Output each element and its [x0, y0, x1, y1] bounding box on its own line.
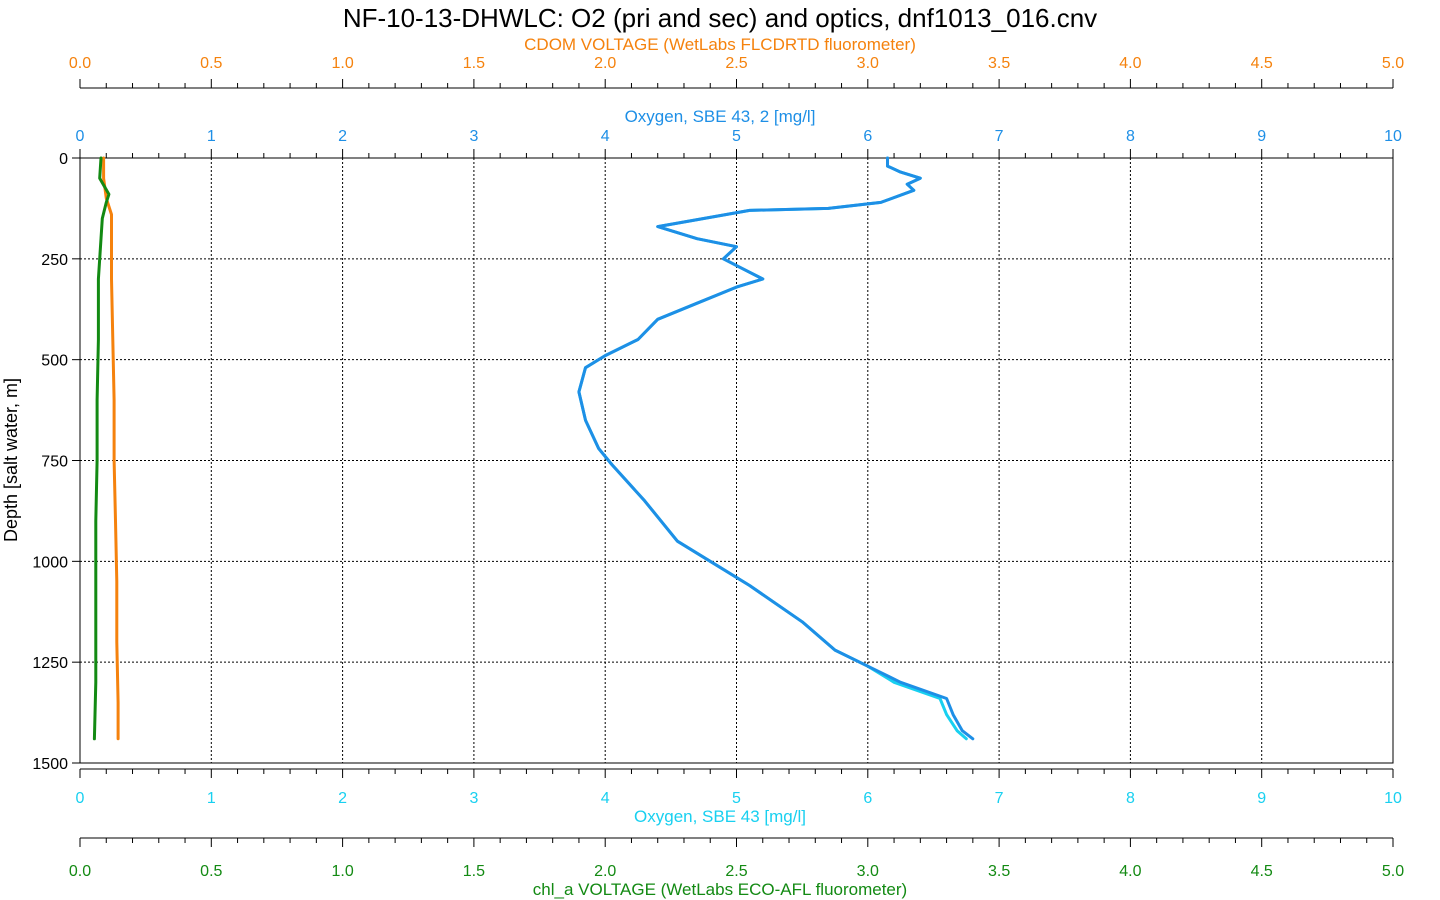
x-tick-label: 0 [76, 128, 85, 145]
chart-title: NF-10-13-DHWLC: O2 (pri and sec) and opt… [343, 3, 1097, 33]
x-tick-label: 0 [76, 790, 85, 807]
x-tick-label: 2 [338, 128, 347, 145]
x-tick-label: 0.0 [69, 863, 91, 880]
y-tick-label: 1500 [32, 756, 68, 773]
x-tick-label: 5.0 [1382, 863, 1404, 880]
x-tick-label: 1.0 [331, 863, 353, 880]
x-tick-label: 2 [338, 790, 347, 807]
x-tick-label: 1.5 [463, 863, 485, 880]
x-tick-label: 3 [469, 790, 478, 807]
x-tick-label: 4 [601, 128, 610, 145]
x-tick-label: 2.0 [594, 863, 616, 880]
x-tick-label: 1 [207, 790, 216, 807]
x-tick-label: 3 [469, 128, 478, 145]
x-tick-label: 2.0 [594, 55, 616, 72]
x-tick-label: 10 [1384, 790, 1402, 807]
x-tick-label: 5 [732, 128, 741, 145]
x-tick-label: 3.5 [988, 55, 1010, 72]
x-tick-label: 7 [995, 790, 1004, 807]
y-tick-label: 0 [59, 151, 68, 168]
x-tick-label: 5.0 [1382, 55, 1404, 72]
x-tick-label: 0.5 [200, 55, 222, 72]
x-tick-label: 9 [1257, 128, 1266, 145]
x-tick-label: 3.0 [857, 55, 879, 72]
x-tick-label: 6 [863, 790, 872, 807]
x-tick-label: 4 [601, 790, 610, 807]
x-axis-oxy1: 0 1 2 3 4 5 6 7 8 9 10 Oxygen, SBE 43 [mg/l] [76, 768, 1402, 826]
x-axis-title: Oxygen, SBE 43, 2 [mg/l] [625, 107, 816, 126]
x-tick-label: 1.5 [463, 55, 485, 72]
x-tick-label: 0.0 [69, 55, 91, 72]
x-tick-label: 1 [207, 128, 216, 145]
y-tick-label: 1000 [32, 554, 68, 571]
y-tick-label: 750 [41, 454, 68, 471]
y-tick-label: 500 [41, 353, 68, 370]
x-tick-label: 10 [1384, 128, 1402, 145]
y-tick-label: 250 [41, 252, 68, 269]
x-tick-label: 4.0 [1119, 55, 1141, 72]
x-tick-label: 6 [863, 128, 872, 145]
x-tick-label: 9 [1257, 790, 1266, 807]
x-axis-cdom: 0.0 0.5 1.0 1.5 2.0 2.5 3.0 3.5 4.0 4.5 5.0 CDOM VO… [69, 35, 1404, 89]
series-line-oxy2 [577, 156, 975, 741]
series-line-chl [92, 156, 111, 741]
x-tick-label: 8 [1126, 128, 1135, 145]
x-axis-title: chl_a VOLTAGE (WetLabs ECO-AFL fluoromet… [533, 880, 907, 899]
x-tick-label: 1.0 [331, 55, 353, 72]
x-tick-label: 4.5 [1251, 863, 1273, 880]
x-tick-label: 8 [1126, 790, 1135, 807]
x-tick-label: 4.5 [1251, 55, 1273, 72]
series-line-oxy1 [577, 156, 968, 741]
x-tick-label: 2.5 [725, 55, 747, 72]
y-axis-label: Depth [salt water, m] [1, 378, 21, 542]
x-axis-chl: 0.0 0.5 1.0 1.5 2.0 2.5 3.0 3.5 4.0 4.5 5.0 chl_a V… [69, 837, 1404, 899]
y-tick-label: 1250 [32, 655, 68, 672]
x-axis-title: Oxygen, SBE 43 [mg/l] [634, 807, 806, 826]
series-line-cdom [102, 156, 120, 741]
x-axis-title: CDOM VOLTAGE (WetLabs FLCDRTD fluoromete… [524, 35, 916, 54]
x-tick-label: 3.5 [988, 863, 1010, 880]
x-tick-label: 2.5 [725, 863, 747, 880]
x-tick-label: 3.0 [857, 863, 879, 880]
x-tick-label: 4.0 [1119, 863, 1141, 880]
x-tick-label: 7 [995, 128, 1004, 145]
x-tick-label: 0.5 [200, 863, 222, 880]
x-tick-label: 5 [732, 790, 741, 807]
series-layer [92, 156, 975, 741]
chart-grid [80, 158, 1393, 764]
x-axis-oxy2: 0 1 2 3 4 5 6 7 8 9 10 Oxygen, SBE 43, 2 [mg/l] [76, 107, 1402, 158]
